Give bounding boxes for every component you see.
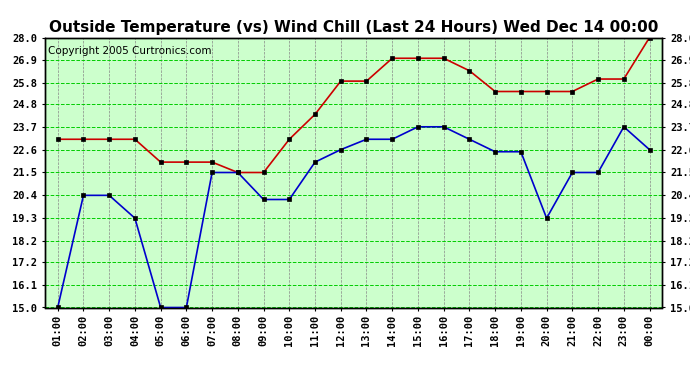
- Title: Outside Temperature (vs) Wind Chill (Last 24 Hours) Wed Dec 14 00:00: Outside Temperature (vs) Wind Chill (Las…: [49, 20, 658, 35]
- Text: Copyright 2005 Curtronics.com: Copyright 2005 Curtronics.com: [48, 46, 211, 56]
